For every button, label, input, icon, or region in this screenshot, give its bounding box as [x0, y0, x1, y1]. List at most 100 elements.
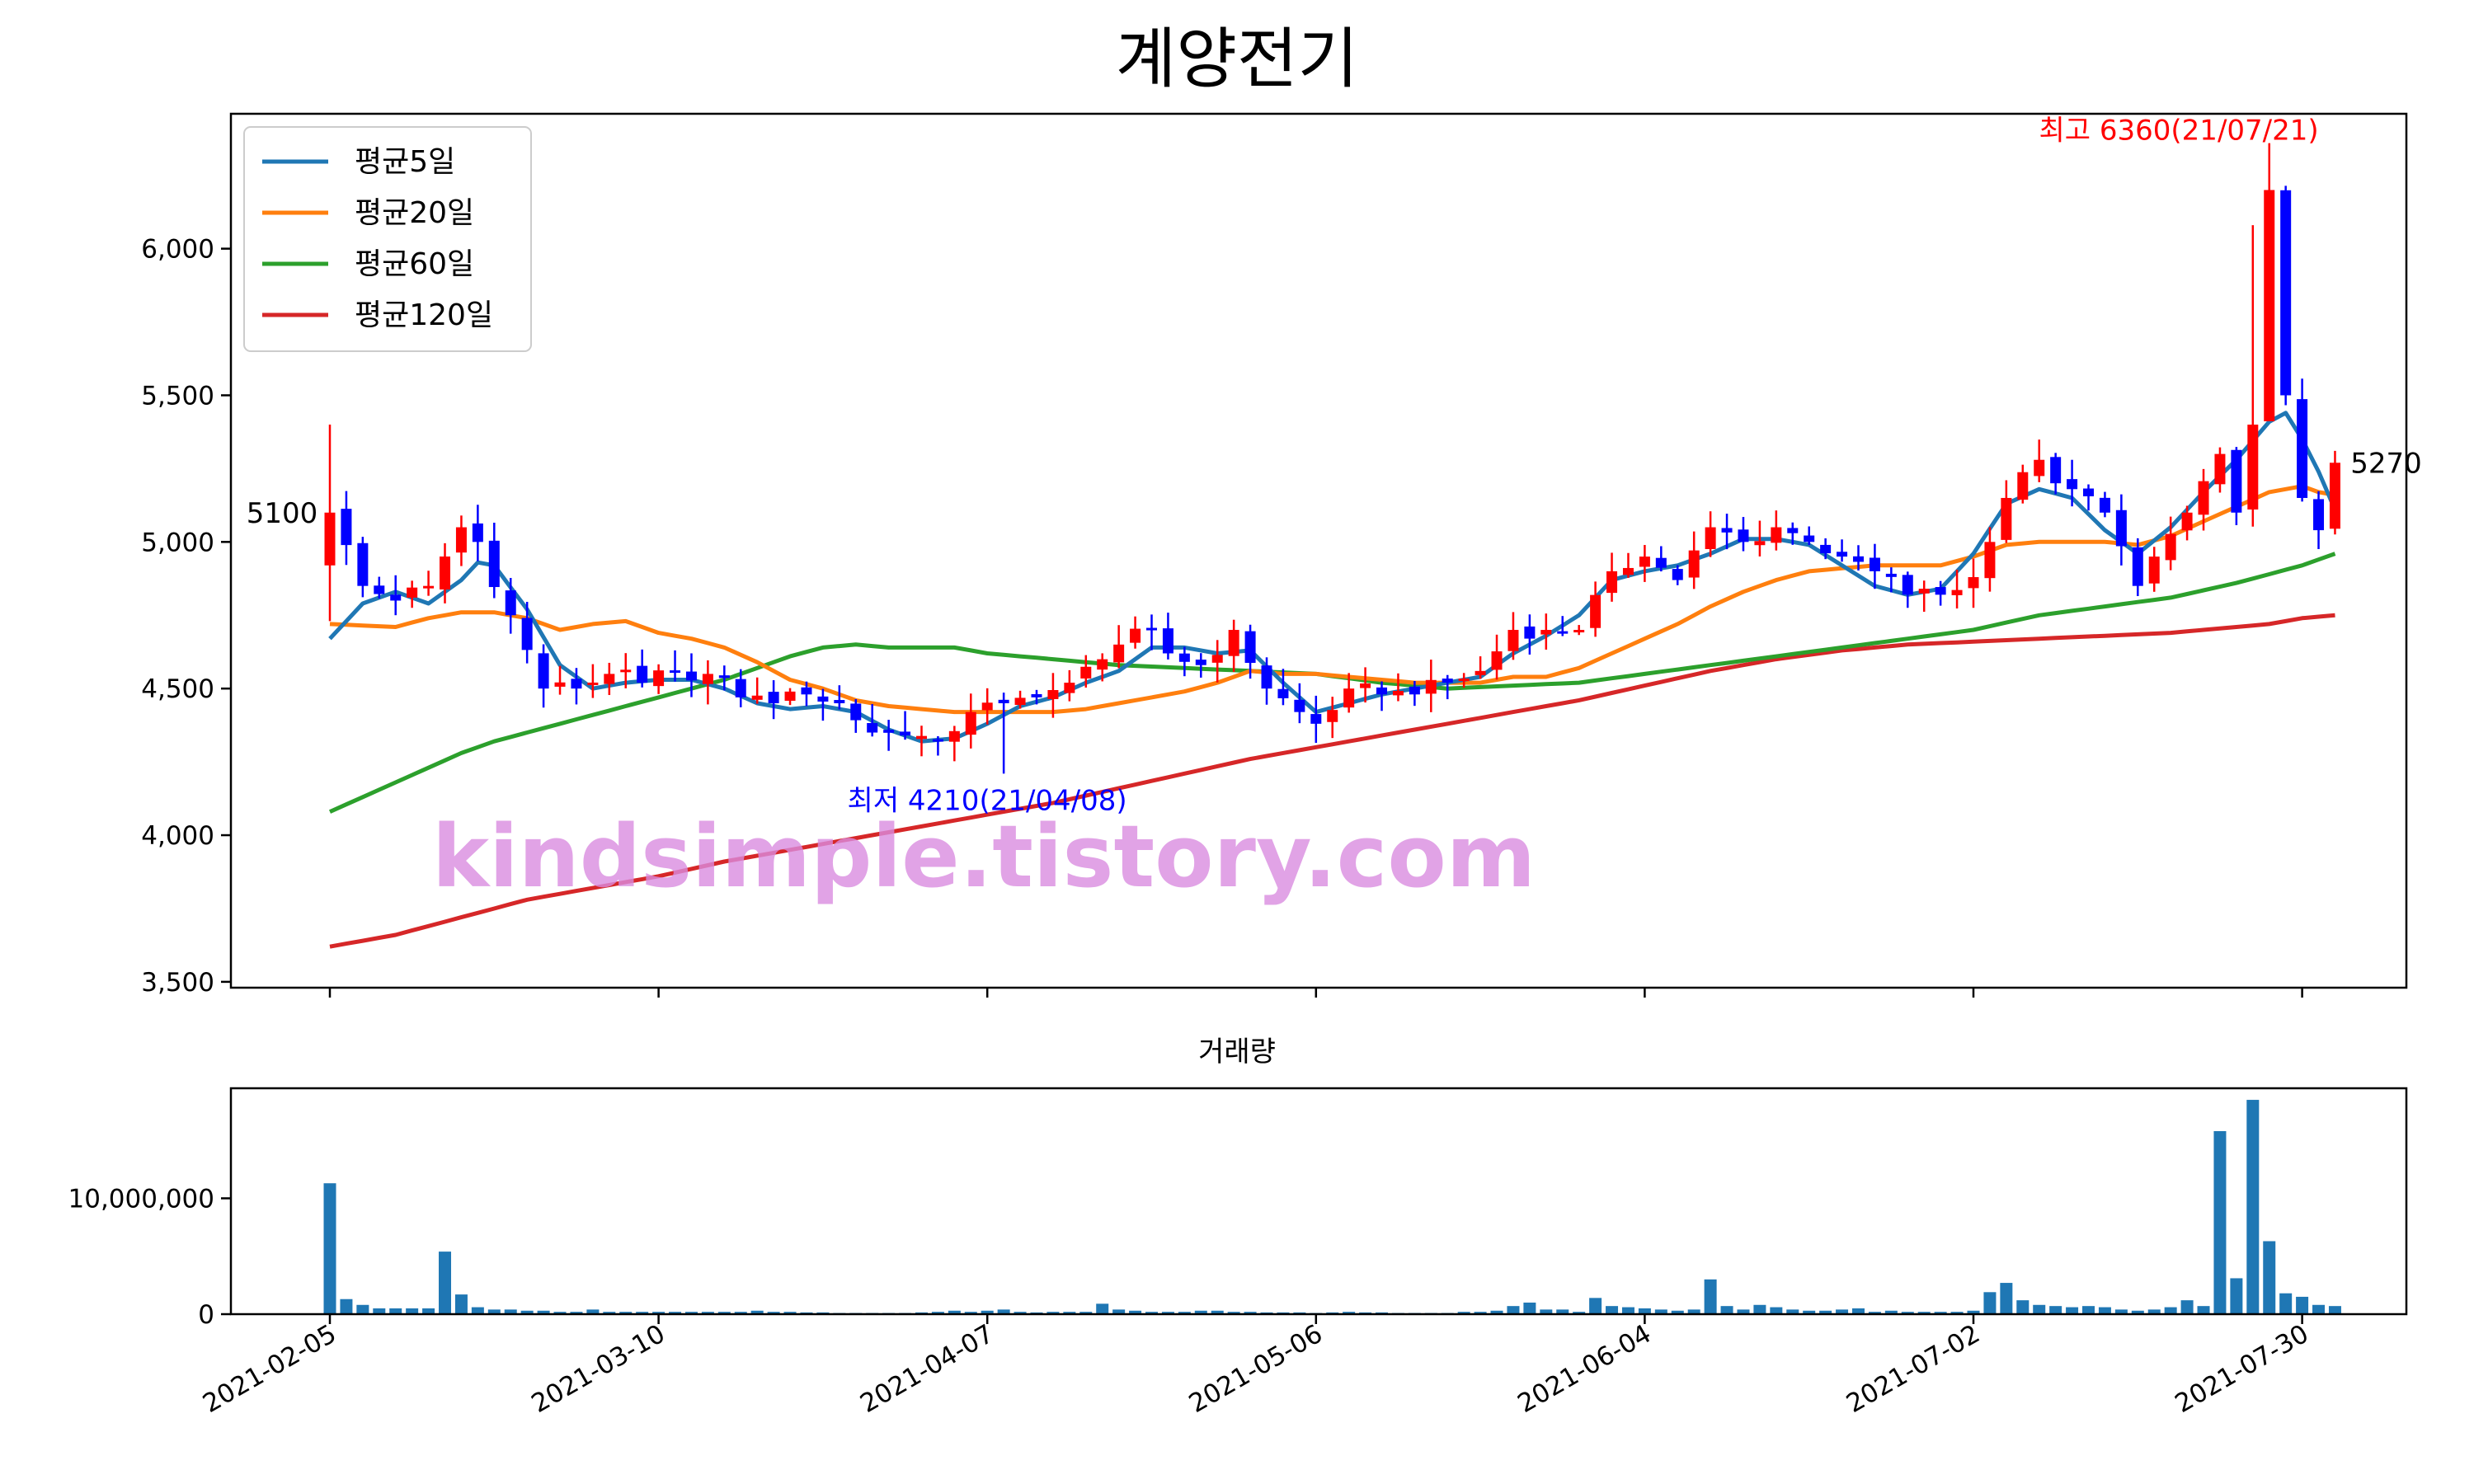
volume-bar: [1884, 1310, 1898, 1314]
candle: [1688, 531, 1700, 589]
candle: [1360, 667, 1371, 703]
volume-bar: [1851, 1308, 1865, 1314]
volume-bar: [389, 1308, 402, 1314]
candle: [1080, 655, 1092, 688]
volume-bar: [553, 1312, 567, 1314]
volume-bar: [1836, 1309, 1849, 1314]
volume-bar: [454, 1294, 468, 1314]
low-annotation: 최저 4210(21/04/08): [848, 784, 1127, 817]
candle: [1211, 640, 1223, 683]
candle: [883, 720, 895, 751]
volume-bar: [717, 1312, 731, 1314]
volume-bar: [669, 1312, 682, 1314]
legend-box: [243, 126, 532, 352]
volume-bar: [1523, 1302, 1536, 1314]
volume-bar: [1540, 1309, 1553, 1314]
volume-bar: [1474, 1312, 1487, 1314]
watermark: kindsimple.tistory.com: [432, 806, 1536, 907]
volume-plot-frame: [229, 1087, 2408, 1316]
candle: [1787, 522, 1799, 545]
volume-tick-label: 0: [198, 1300, 214, 1330]
candle: [2297, 378, 2308, 502]
candle: [2067, 459, 2078, 507]
volume-bar: [619, 1312, 633, 1314]
last-price-label: 5270: [2350, 447, 2422, 480]
candle: [407, 580, 418, 608]
candle: [1820, 538, 1832, 560]
candle: [1557, 616, 1569, 636]
volume-bar: [997, 1309, 1010, 1314]
volume-bar: [1720, 1306, 1733, 1314]
volume-bars: [323, 1100, 2341, 1314]
volume-bar: [2049, 1306, 2062, 1314]
candle: [488, 523, 500, 599]
volume-bar: [1194, 1310, 1207, 1314]
volume-bar: [1638, 1308, 1651, 1314]
candle: [1458, 673, 1470, 688]
ma120-line: [329, 613, 2335, 949]
candle: [1622, 552, 1634, 578]
candle: [1738, 517, 1749, 552]
volume-bar: [1490, 1310, 1503, 1314]
volume-bar: [1671, 1310, 1684, 1314]
candle: [1195, 653, 1206, 678]
candle: [2132, 538, 2143, 597]
svg-text:평균20일: 평균20일: [355, 196, 474, 230]
chart-title: 계양전기: [1115, 21, 1359, 97]
candle: [1228, 619, 1239, 672]
candle: [2247, 225, 2259, 527]
volume-bar: [422, 1308, 435, 1314]
candle: [965, 693, 976, 749]
y-tick-label: 4,500: [141, 674, 214, 704]
candle: [1524, 614, 1536, 655]
volume-bar: [471, 1307, 484, 1314]
y-tick-label: 3,500: [141, 968, 214, 998]
volume-bar: [1803, 1310, 1816, 1314]
volume-bar: [1770, 1307, 1783, 1314]
volume-bar: [2279, 1293, 2293, 1314]
candle: [455, 515, 467, 566]
candle: [1178, 646, 1190, 677]
candle: [587, 664, 599, 698]
candle: [981, 688, 993, 725]
candle: [1606, 552, 1618, 602]
candle: [505, 578, 516, 634]
candle: [948, 726, 960, 762]
candle: [2313, 491, 2325, 550]
volume-bar: [931, 1312, 944, 1314]
volume-bar: [1753, 1304, 1766, 1314]
legend-entry: 평균20일: [262, 196, 474, 230]
candle: [2181, 505, 2193, 541]
candle: [867, 703, 878, 737]
x-tick-label: 2021-05-06: [1184, 1319, 1328, 1419]
volume-bar: [586, 1309, 600, 1314]
candle: [1852, 545, 1864, 571]
candle: [374, 576, 385, 599]
candle: [1310, 695, 1322, 744]
candle: [1277, 669, 1289, 706]
legend-entry: 평균120일: [262, 298, 493, 332]
candle: [735, 669, 746, 707]
candle: [670, 650, 681, 682]
volume-bar: [964, 1312, 977, 1314]
volume-bar: [636, 1312, 649, 1314]
candle: [390, 575, 402, 616]
candle: [2099, 491, 2110, 518]
volume-bar: [1606, 1306, 1619, 1314]
volume-bar: [734, 1312, 747, 1314]
candle: [357, 537, 369, 598]
candle: [1047, 673, 1059, 718]
volume-bar: [701, 1312, 714, 1314]
candle: [1771, 510, 1782, 551]
volume-bar: [1687, 1309, 1700, 1314]
volume-bar: [1950, 1312, 1964, 1314]
candle: [1442, 674, 1453, 700]
y-tick-label: 5,500: [141, 381, 214, 411]
volume-bar: [537, 1310, 550, 1314]
volume-bar: [1244, 1312, 1257, 1314]
candle: [341, 491, 352, 566]
volume-bar: [1096, 1303, 1109, 1314]
volume-title: 거래량: [1198, 1036, 1276, 1068]
volume-bar: [1819, 1310, 1832, 1314]
volume-bar: [1786, 1309, 1799, 1314]
